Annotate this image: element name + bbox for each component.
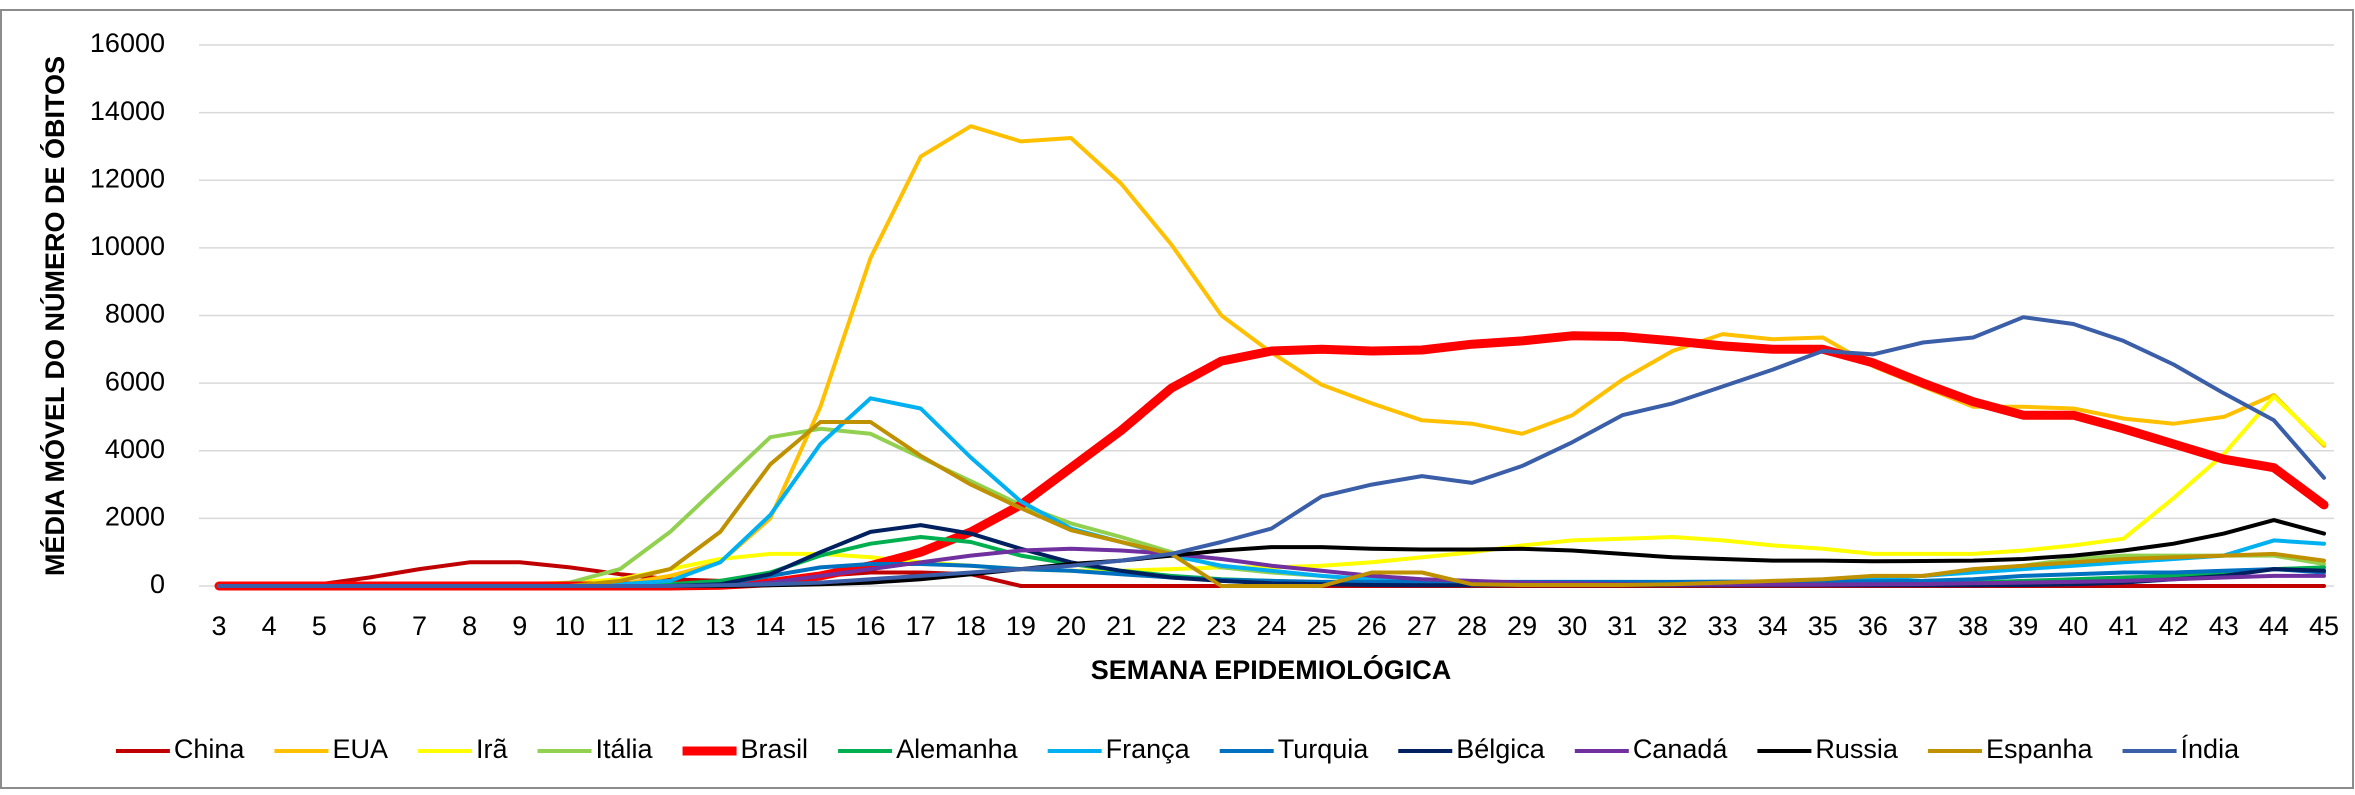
x-tick-label: 33 xyxy=(1708,611,1738,641)
x-tick-label: 4 xyxy=(262,611,277,641)
x-tick-label: 27 xyxy=(1407,611,1437,641)
x-tick-label: 44 xyxy=(2259,611,2289,641)
x-tick-label: 26 xyxy=(1357,611,1387,641)
x-tick-label: 10 xyxy=(555,611,585,641)
legend-label: Espanha xyxy=(1986,734,2094,764)
y-tick-label: 6000 xyxy=(105,366,165,396)
x-tick-label: 35 xyxy=(1808,611,1838,641)
x-tick-label: 43 xyxy=(2209,611,2239,641)
y-tick-label: 8000 xyxy=(105,299,165,329)
x-tick-label: 23 xyxy=(1206,611,1236,641)
x-tick-label: 36 xyxy=(1858,611,1888,641)
x-tick-label: 15 xyxy=(805,611,835,641)
x-tick-label: 7 xyxy=(412,611,427,641)
legend-label: Índia xyxy=(2181,734,2241,764)
x-tick-label: 28 xyxy=(1457,611,1487,641)
x-tick-label: 31 xyxy=(1607,611,1637,641)
x-tick-label: 45 xyxy=(2309,611,2339,641)
x-tick-label: 9 xyxy=(512,611,527,641)
x-tick-label: 13 xyxy=(705,611,735,641)
legend-label: Bélgica xyxy=(1456,734,1546,764)
x-tick-label: 25 xyxy=(1307,611,1337,641)
x-tick-label: 20 xyxy=(1056,611,1086,641)
legend-label: Turquia xyxy=(1278,734,1370,764)
x-tick-label: 8 xyxy=(462,611,477,641)
y-tick-label: 16000 xyxy=(90,28,165,58)
y-tick-label: 4000 xyxy=(105,434,165,464)
x-tick-label: 14 xyxy=(755,611,785,641)
y-tick-label: 10000 xyxy=(90,231,165,261)
y-tick-label: 2000 xyxy=(105,502,165,532)
x-tick-label: 17 xyxy=(906,611,936,641)
x-axis-label: SEMANA EPIDEMIOLÓGICA xyxy=(1091,654,1452,685)
x-tick-label: 12 xyxy=(655,611,685,641)
x-tick-label: 24 xyxy=(1256,611,1286,641)
x-tick-label: 37 xyxy=(1908,611,1938,641)
x-tick-label: 32 xyxy=(1657,611,1687,641)
y-axis-label: MÉDIA MÓVEL DO NÚMERO DE ÓBITOS xyxy=(39,56,70,576)
y-tick-label: 14000 xyxy=(90,96,165,126)
y-tick-label: 12000 xyxy=(90,163,165,193)
y-tick-label: 0 xyxy=(150,569,165,599)
x-tick-label: 29 xyxy=(1507,611,1537,641)
legend-label: Alemanha xyxy=(896,734,1019,764)
x-tick-label: 3 xyxy=(211,611,226,641)
x-tick-label: 34 xyxy=(1758,611,1788,641)
x-tick-label: 21 xyxy=(1106,611,1136,641)
legend-label: Itália xyxy=(596,734,654,764)
legend-label: Irã xyxy=(476,734,508,764)
x-tick-label: 40 xyxy=(2058,611,2088,641)
x-tick-label: 19 xyxy=(1006,611,1036,641)
x-tick-label: 30 xyxy=(1557,611,1587,641)
series-line xyxy=(217,315,2326,588)
x-tick-label: 41 xyxy=(2109,611,2139,641)
x-tick-label: 42 xyxy=(2159,611,2189,641)
x-tick-label: 16 xyxy=(856,611,886,641)
x-tick-label: 22 xyxy=(1156,611,1186,641)
legend-label: China xyxy=(174,734,246,764)
legend-label: Canadá xyxy=(1633,734,1729,764)
legend-label: Brasil xyxy=(741,734,809,764)
legend-label: EUA xyxy=(332,734,388,764)
x-tick-label: 5 xyxy=(312,611,327,641)
x-tick-label: 38 xyxy=(1958,611,1988,641)
legend-label: Russia xyxy=(1815,734,1899,764)
x-tick-label: 6 xyxy=(362,611,377,641)
legend-label: França xyxy=(1106,734,1191,764)
x-tick-label: 11 xyxy=(606,611,634,641)
x-tick-label: 18 xyxy=(956,611,986,641)
x-tick-label: 39 xyxy=(2008,611,2038,641)
